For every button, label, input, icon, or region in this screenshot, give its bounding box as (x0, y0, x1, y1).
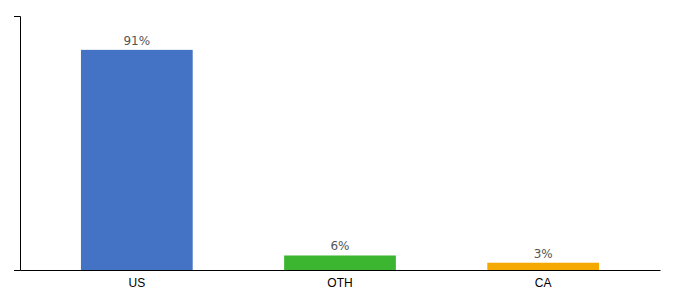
plot: 91% 6% 3% US OTH CA (14, 17, 661, 290)
x-tick: CA (535, 270, 552, 290)
data-label: 3% (534, 247, 553, 261)
data-labels: 91% 6% 3% (123, 34, 552, 261)
x-axis-line (21, 270, 661, 271)
bar (81, 50, 193, 270)
x-tick-label: OTH (327, 276, 352, 290)
x-tick: US (128, 270, 145, 290)
x-tick-label: US (128, 276, 145, 290)
data-label: 91% (123, 34, 150, 48)
y-axis-line (14, 17, 21, 271)
x-axis: US OTH CA (21, 270, 661, 290)
chart-container: 91% 6% 3% US OTH CA (0, 0, 680, 300)
bars (81, 50, 599, 270)
data-label: 6% (330, 239, 349, 253)
chart: 91% 6% 3% US OTH CA (0, 0, 680, 300)
bar (487, 263, 599, 270)
bar (284, 255, 396, 270)
x-tick-label: CA (535, 276, 552, 290)
y-axis (14, 17, 21, 271)
x-tick: OTH (327, 270, 352, 290)
